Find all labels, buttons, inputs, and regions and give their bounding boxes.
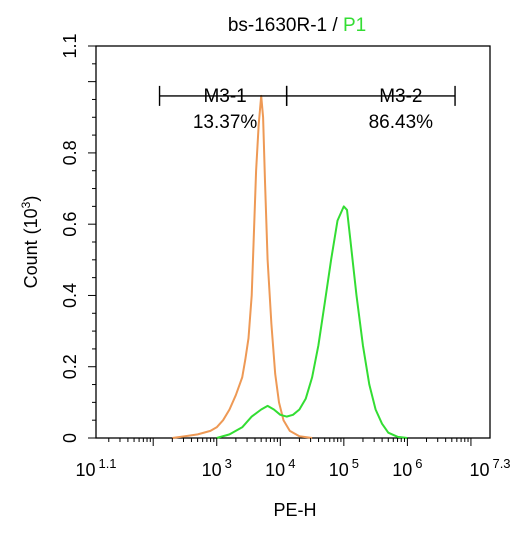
y-tick-label: 0.4 xyxy=(60,283,80,308)
gate-name-1: M3-1 xyxy=(203,86,246,107)
x-axis-tick-labels: 10 1.1 10 3 10 4 10 5 10 6 10 7.3 xyxy=(75,456,510,480)
gate-name-2: M3-2 xyxy=(379,86,422,107)
y-axis-unit-close: ) xyxy=(21,196,41,202)
x-tick-label: 10 6 xyxy=(392,456,422,480)
x-tick-label: 10 5 xyxy=(329,456,359,480)
x-tick-label: 10 3 xyxy=(202,456,232,480)
chart-title: bs-1630R-1 / P1 xyxy=(228,15,366,36)
histogram-series-1 xyxy=(172,94,313,439)
x-axis-label: PE-H xyxy=(273,500,316,520)
y-tick-label: 0.6 xyxy=(60,212,80,237)
y-axis-ticks xyxy=(88,45,96,439)
y-tick-label: 0 xyxy=(60,433,80,443)
y-axis-tick-labels: 0 0.2 0.4 0.6 0.8 1.1 xyxy=(60,33,80,443)
gate-layer: M3-1 13.37% M3-2 86.43% xyxy=(158,85,456,133)
y-axis-label: Count (103) xyxy=(19,196,41,289)
y-axis-unit-exp: 3 xyxy=(19,201,33,208)
y-tick-label: 0.8 xyxy=(60,140,80,165)
gate-percent-1: 13.37% xyxy=(193,112,258,133)
chart-title-gate: P1 xyxy=(343,15,366,36)
x-tick-label: 10 1.1 xyxy=(75,456,116,480)
histogram-series-2 xyxy=(216,205,408,439)
plot-frame xyxy=(95,45,491,439)
chart-title-sample: bs-1630R-1 xyxy=(228,15,327,36)
y-axis-unit-base: (10 xyxy=(21,208,41,234)
gate-percent-2: 86.43% xyxy=(369,112,434,133)
x-tick-label: 10 7.3 xyxy=(469,456,510,480)
y-axis-label-text: Count xyxy=(21,240,41,288)
y-tick-label: 1.1 xyxy=(60,33,80,58)
x-axis-ticks xyxy=(108,438,472,446)
x-tick-label: 10 4 xyxy=(265,456,295,480)
chart-title-separator: / xyxy=(327,15,343,36)
y-tick-label: 0.2 xyxy=(60,354,80,379)
series-layer xyxy=(172,94,408,439)
